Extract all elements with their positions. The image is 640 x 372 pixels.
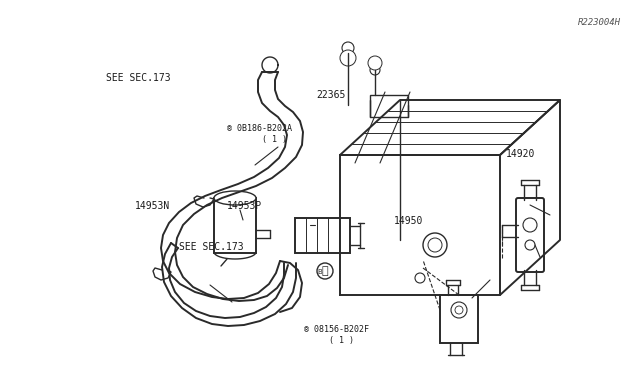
Text: R223004H: R223004H: [578, 18, 621, 27]
Circle shape: [451, 302, 467, 318]
FancyBboxPatch shape: [516, 198, 544, 272]
Text: 14953N: 14953N: [134, 202, 170, 211]
Ellipse shape: [214, 191, 256, 205]
Bar: [370, 95, 408, 117]
Text: ® 0B186-B202A
       ( 1 ): ® 0B186-B202A ( 1 ): [227, 124, 292, 144]
Bar: [295, 218, 350, 253]
Circle shape: [455, 306, 463, 314]
Circle shape: [340, 50, 356, 66]
Text: Ⓑ: Ⓑ: [322, 266, 328, 276]
Circle shape: [523, 218, 537, 232]
Circle shape: [525, 240, 535, 250]
FancyBboxPatch shape: [214, 198, 256, 253]
Circle shape: [368, 56, 382, 70]
Text: 14920: 14920: [506, 150, 535, 159]
Circle shape: [415, 273, 425, 283]
Circle shape: [370, 65, 380, 75]
FancyBboxPatch shape: [440, 295, 478, 343]
Text: SEE SEC.173: SEE SEC.173: [179, 243, 244, 252]
Text: 14950: 14950: [394, 217, 423, 226]
Text: 22365: 22365: [317, 90, 346, 100]
Text: ® 08156-B202F
     ( 1 ): ® 08156-B202F ( 1 ): [304, 325, 369, 344]
Circle shape: [423, 233, 447, 257]
Circle shape: [317, 263, 333, 279]
Text: 14953P: 14953P: [227, 202, 262, 211]
Text: SEE SEC.173: SEE SEC.173: [106, 73, 170, 83]
Circle shape: [342, 42, 354, 54]
Circle shape: [428, 238, 442, 252]
Text: B: B: [317, 269, 323, 275]
